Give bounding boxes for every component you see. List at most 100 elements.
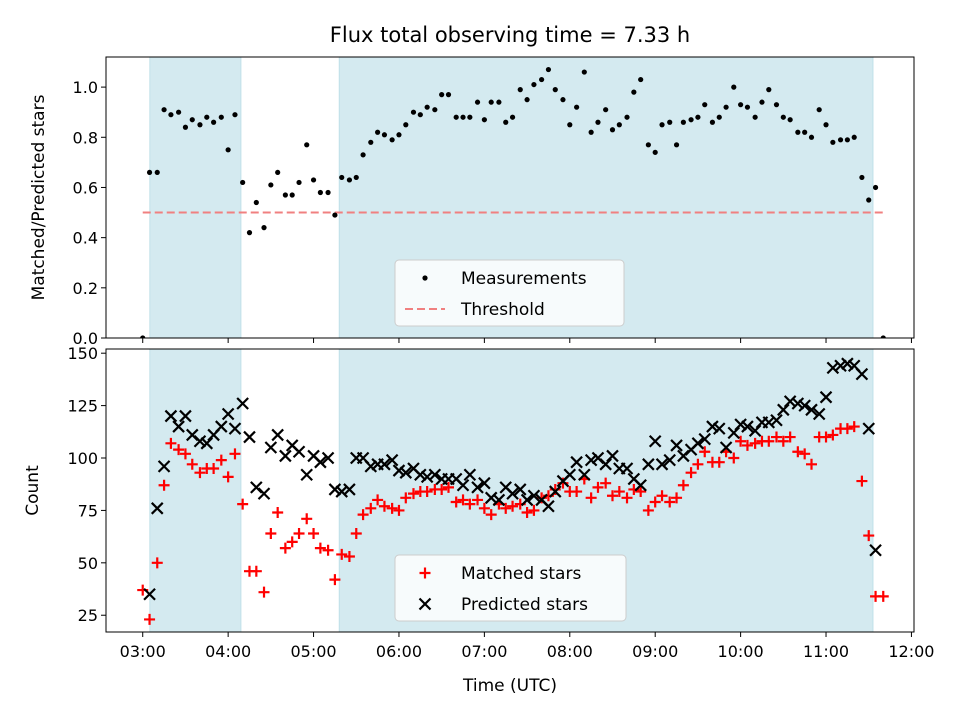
data-point — [648, 434, 662, 448]
data-point — [584, 453, 598, 467]
data-point — [848, 421, 860, 433]
data-point — [407, 488, 419, 500]
y-tick-label: 0.0 — [73, 329, 98, 348]
data-point — [289, 192, 295, 198]
data-point — [481, 117, 487, 123]
data-point — [271, 428, 284, 442]
data-point — [364, 460, 378, 473]
data-point — [353, 174, 359, 181]
data-point — [246, 230, 253, 236]
legend-label: Threshold — [460, 300, 545, 320]
data-point — [795, 129, 801, 135]
data-point — [456, 478, 470, 492]
data-point — [228, 422, 242, 435]
data-point — [517, 87, 523, 93]
data-point — [545, 66, 552, 73]
data-point — [688, 117, 694, 123]
data-point — [792, 446, 804, 458]
data-point — [759, 99, 765, 105]
data-point — [197, 122, 203, 128]
data-point — [443, 481, 455, 493]
data-point — [844, 137, 850, 143]
data-point — [229, 448, 241, 460]
data-point — [389, 137, 395, 143]
data-point — [321, 451, 335, 465]
data-point — [403, 122, 409, 128]
data-point — [841, 423, 853, 435]
data-point — [243, 430, 256, 444]
data-point — [656, 490, 668, 502]
data-markers — [137, 357, 889, 625]
data-point — [410, 109, 417, 115]
data-point — [150, 502, 164, 515]
data-point — [631, 89, 637, 95]
data-point — [652, 149, 658, 155]
data-point — [734, 418, 747, 431]
data-point — [317, 189, 323, 196]
data-point — [685, 467, 697, 479]
y-tick-label: 1.0 — [73, 78, 98, 97]
data-point — [157, 460, 171, 473]
data-point — [310, 177, 317, 183]
data-point — [762, 416, 776, 429]
data-point — [282, 192, 288, 198]
data-point — [328, 483, 342, 496]
data-point — [770, 413, 783, 427]
data-point — [680, 119, 686, 125]
data-point — [735, 435, 747, 447]
data-point — [616, 122, 622, 128]
data-point — [670, 439, 683, 452]
data-point — [536, 492, 548, 504]
data-point — [293, 527, 305, 539]
data-point — [478, 476, 491, 490]
data-point — [428, 468, 442, 482]
data-point — [819, 390, 833, 404]
data-point — [738, 102, 744, 108]
data-point — [509, 114, 516, 120]
data-point — [343, 483, 356, 496]
data-point — [642, 458, 655, 471]
data-point — [339, 174, 345, 181]
data-point — [464, 498, 476, 510]
data-point — [741, 439, 753, 451]
data-point — [606, 449, 619, 463]
data-point — [457, 494, 469, 506]
count-panel: 25 50 75 100 125 150 03:00 04:00 05:00 06:00 07:00… — [23, 344, 934, 661]
legend: Measurements Threshold — [394, 259, 625, 327]
data-point — [474, 99, 481, 105]
data-point — [357, 509, 369, 521]
data-point — [763, 435, 775, 447]
data-point — [168, 112, 174, 118]
data-point — [232, 112, 238, 118]
legend-label: Matched stars — [461, 564, 581, 584]
x-tick-label: 06:00 — [376, 642, 422, 661]
data-point — [698, 432, 712, 446]
data-point — [265, 527, 277, 539]
data-point — [275, 169, 281, 176]
y-tick-label: 50 — [78, 554, 98, 573]
data-point — [780, 114, 786, 120]
data-point — [144, 613, 156, 625]
data-point — [621, 492, 633, 504]
y-tick-label: 25 — [78, 606, 98, 625]
legend-marker — [418, 597, 432, 611]
data-point — [420, 470, 434, 484]
data-point — [432, 107, 438, 113]
data-point — [189, 117, 195, 123]
data-point — [600, 477, 612, 489]
data-point — [527, 489, 541, 503]
data-point — [820, 431, 832, 443]
data-point — [560, 97, 566, 103]
data-point — [258, 586, 270, 598]
data-point — [872, 184, 879, 191]
data-point — [571, 486, 583, 498]
data-point — [702, 102, 708, 108]
data-point — [592, 481, 604, 493]
chart-title: Flux total observing time = 7.33 h — [330, 23, 690, 47]
data-point — [467, 114, 473, 120]
data-point — [478, 502, 490, 514]
data-point — [783, 395, 797, 408]
data-point — [841, 357, 854, 370]
legend-label: Predicted stars — [461, 595, 588, 615]
